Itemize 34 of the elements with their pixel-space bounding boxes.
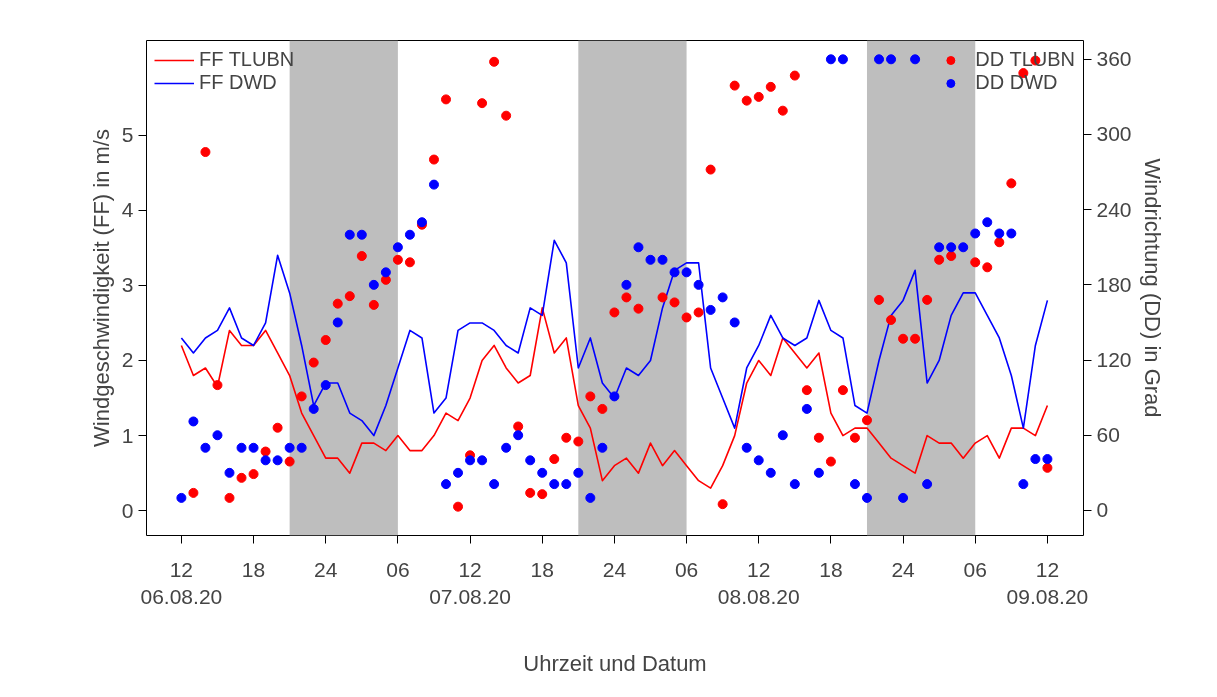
line-series <box>180 239 1049 437</box>
x-tick-label: 12 09.08.20 <box>1006 557 1089 609</box>
y2-tick-label: 180 <box>1096 272 1132 296</box>
y2-tick-label: 240 <box>1096 197 1132 221</box>
y-tick-label: 3 <box>121 273 134 297</box>
x-tick-label: 18 <box>819 557 843 581</box>
y-axis-title: Windgeschwindigkeit (FF) in m/s <box>88 129 114 447</box>
x-tick-label: 24 <box>314 557 338 581</box>
x-tick-label: 12 07.08.20 <box>429 557 511 609</box>
x-tick-label: 06 <box>386 557 410 581</box>
y2-tick-label: 360 <box>1096 47 1132 71</box>
x-tick-label: 12 08.08.20 <box>717 557 800 609</box>
y2-tick-label: 0 <box>1096 498 1109 522</box>
y2-tick-label: 300 <box>1096 122 1132 146</box>
x-tick-label: 18 <box>241 557 266 581</box>
x-tick-label: 24 <box>891 557 916 581</box>
line-series <box>180 307 1049 489</box>
x-axis-title: Uhrzeit und Datum <box>523 651 707 677</box>
legend-label: DD DWD <box>975 71 1058 94</box>
x-tick-label: 18 <box>530 557 554 581</box>
y-tick-label: 4 <box>121 198 134 222</box>
y-tick-label: 2 <box>121 348 134 372</box>
x-tick-label: 06 <box>674 557 699 581</box>
x-tick-label: 12 06.08.20 <box>140 557 223 609</box>
y2-tick-label: 120 <box>1096 348 1132 372</box>
x-tick-label: 06 <box>963 557 987 581</box>
x-tick-label: 24 <box>602 557 627 581</box>
y2-axis-title: Windrichtung (DD) in Grad <box>1139 158 1165 418</box>
y-tick-label: 0 <box>121 498 134 522</box>
y-tick-label: 5 <box>121 123 134 147</box>
y-tick-label: 1 <box>121 423 134 447</box>
legend-label: FF TLUBN <box>199 48 295 71</box>
y2-tick-label: 60 <box>1096 423 1120 447</box>
legend-label: FF DWD <box>199 71 277 94</box>
